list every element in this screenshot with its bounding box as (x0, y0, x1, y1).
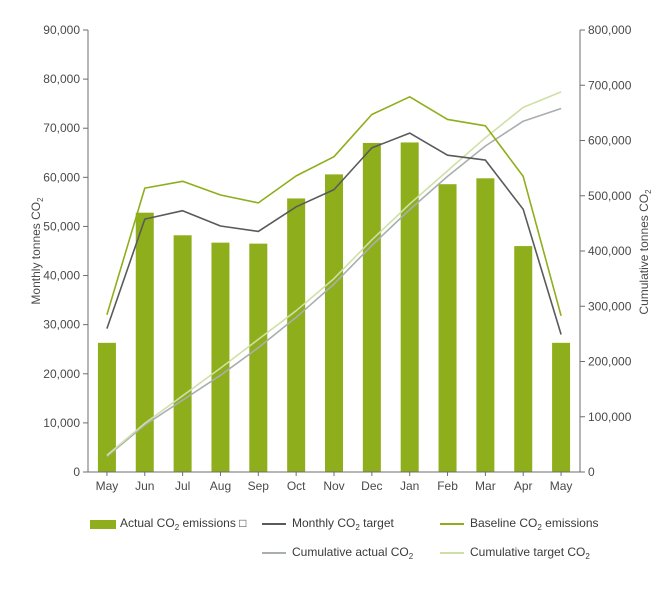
series-line-baseline-co2-emissions (106, 96, 562, 317)
x-tick-label-5: Oct (287, 479, 306, 493)
x-tick-label-4: Sep (248, 479, 270, 493)
y-right-tick-label-3: 300,000 (588, 299, 632, 313)
bar-jun-1 (135, 212, 154, 472)
bar-mar-10 (476, 178, 495, 472)
bar-apr-11 (514, 246, 533, 472)
y-right-tick-label-6: 600,000 (588, 134, 632, 148)
bars-layer (97, 142, 571, 473)
x-tick-label-12: May (550, 479, 573, 493)
y-right-tick-label-8: 800,000 (588, 23, 632, 37)
y-axis-left-title: Monthly tonnes CO2 (29, 197, 45, 305)
bar-feb-9 (438, 184, 457, 472)
y-left-tick-label-8: 80,000 (43, 72, 80, 86)
x-tick-label-7: Dec (361, 479, 382, 493)
bar-may-12 (552, 342, 571, 472)
bar-nov-6 (325, 174, 343, 473)
y-right-tick-label-1: 100,000 (588, 410, 632, 424)
ticks-layer: 0 10,000 20,000 30,000 40,000 50,000 60,000 70,… (43, 23, 631, 493)
x-tick-label-8: Jan (400, 479, 419, 493)
bar-dec-7 (362, 142, 381, 472)
x-tick-label-11: Apr (514, 479, 533, 493)
y-left-tick-label-5: 50,000 (43, 219, 80, 233)
series-line-cumulative-actual-co2 (106, 107, 562, 458)
y-right-tick-label-2: 200,000 (588, 355, 632, 369)
y-left-tick-label-7: 70,000 (43, 121, 80, 135)
x-tick-label-1: Jun (135, 479, 154, 493)
y-left-tick-label-9: 90,000 (43, 23, 80, 37)
x-tick-label-9: Feb (437, 479, 458, 493)
lines-layer (106, 91, 562, 458)
y-left-tick-label-2: 20,000 (43, 367, 80, 381)
y-axis-right-title: Cumulative tonnes CO2 (637, 189, 653, 315)
series-line-monthly-co2-target (106, 132, 562, 335)
y-left-tick-label-6: 60,000 (43, 170, 80, 184)
x-tick-label-6: Nov (323, 479, 344, 493)
x-tick-label-3: Aug (210, 479, 231, 493)
y-right-tick-label-7: 700,000 (588, 78, 632, 92)
x-tick-label-2: Jul (175, 479, 190, 493)
bar-jul-2 (173, 235, 192, 472)
y-left-tick-label-3: 30,000 (43, 318, 80, 332)
series-line-cumulative-target-co2 (106, 91, 562, 457)
y-right-tick-label-4: 400,000 (588, 244, 632, 258)
y-right-tick-label-5: 500,000 (588, 189, 632, 203)
bar-sep-4 (249, 243, 268, 472)
y-left-tick-label-1: 10,000 (43, 416, 80, 430)
bar-jan-8 (400, 142, 419, 472)
y-left-tick-label-0: 0 (73, 465, 80, 479)
y-right-tick-label-0: 0 (588, 465, 595, 479)
y-left-tick-label-4: 40,000 (43, 269, 80, 283)
bar-may-0 (97, 342, 116, 472)
x-tick-label-10: Mar (475, 479, 496, 493)
bar-aug-3 (211, 242, 230, 472)
x-tick-label-0: May (96, 479, 119, 493)
bar-oct-5 (287, 198, 306, 472)
